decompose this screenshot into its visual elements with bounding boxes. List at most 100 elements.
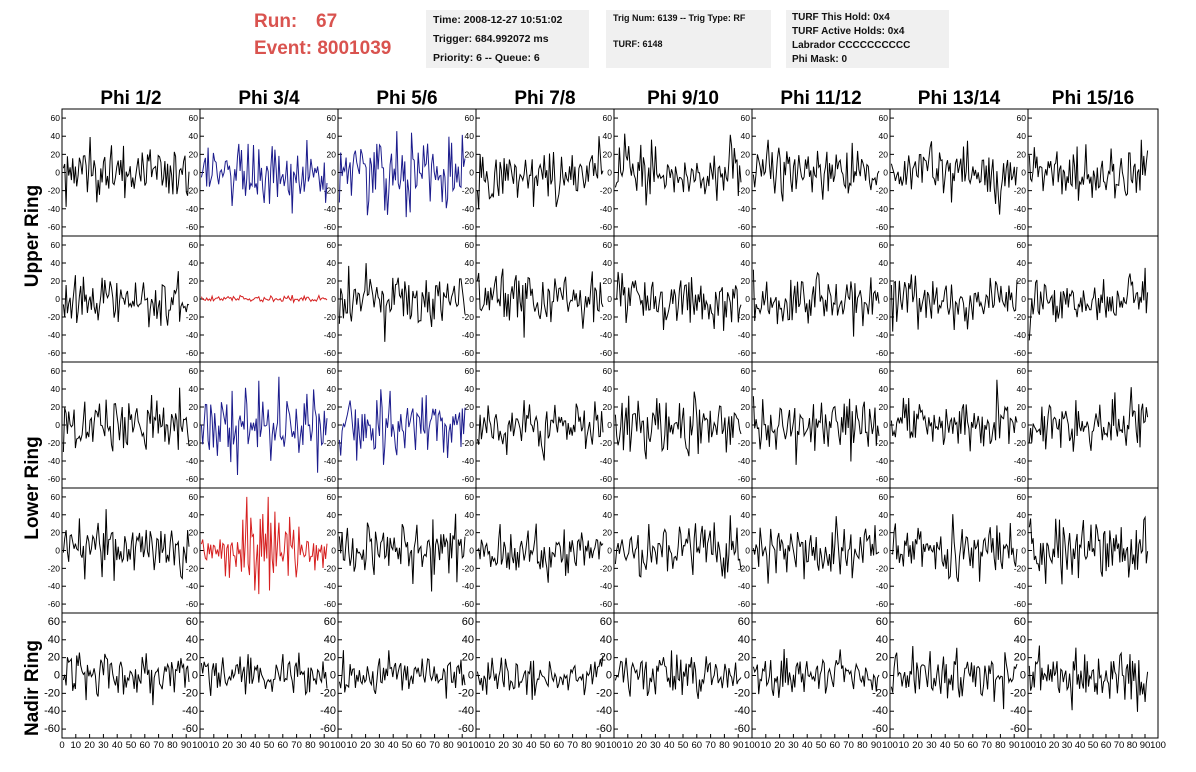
y-tick-label: 20 xyxy=(51,528,61,538)
y-tick-label: 60 xyxy=(741,240,751,250)
x-tick-label: 90 xyxy=(733,740,744,751)
event-row: Event: 8001039 xyxy=(254,35,391,62)
x-tick-label: 20 xyxy=(84,740,95,751)
y-tick-label: -40 xyxy=(876,456,889,466)
x-tick-label: 10 xyxy=(899,740,910,751)
x-tick-label: 20 xyxy=(774,740,785,751)
waveform-trace xyxy=(890,645,1018,710)
turf-active-line: TURF Active Holds: 0x4 xyxy=(792,26,905,37)
y-tick-label: 40 xyxy=(189,384,199,394)
y-tick-label: 20 xyxy=(189,402,199,412)
y-tick-label: 40 xyxy=(741,510,751,520)
waveform-trace xyxy=(62,652,190,706)
y-tick-label: 40 xyxy=(738,634,750,646)
y-tick-label: -40 xyxy=(876,204,889,214)
panel-frame xyxy=(751,612,891,739)
y-tick-label: -60 xyxy=(458,723,474,735)
y-tick-label: 0 xyxy=(744,670,750,682)
y-tick-label: 20 xyxy=(1017,149,1027,159)
y-tick-label: -40 xyxy=(44,705,60,717)
turf-line: TURF: 6148 xyxy=(613,39,663,49)
y-tick-label: -20 xyxy=(600,563,613,573)
y-tick-label: 0 xyxy=(1020,670,1026,682)
y-tick-label: -60 xyxy=(324,474,337,484)
run-event-info: Run: 67 Event: 8001039 xyxy=(254,8,391,62)
y-tick-label: 40 xyxy=(51,258,61,268)
y-tick-label: -40 xyxy=(48,204,61,214)
x-tick-label: 20 xyxy=(636,740,647,751)
y-tick-label: 60 xyxy=(51,240,61,250)
y-tick-label: 0 xyxy=(192,670,198,682)
y-tick-label: 0 xyxy=(193,546,198,556)
y-tick-label: -60 xyxy=(186,599,199,609)
waveform-trace xyxy=(752,516,880,584)
y-tick-label: 40 xyxy=(51,384,61,394)
y-tick-label: 40 xyxy=(327,258,337,268)
y-tick-label: -60 xyxy=(876,474,889,484)
y-tick-label: -60 xyxy=(324,348,337,358)
waveform-trace xyxy=(614,515,742,579)
y-tick-label: 20 xyxy=(51,276,61,286)
y-tick-label: 60 xyxy=(465,240,475,250)
waveform-trace xyxy=(62,136,190,207)
waveform-trace xyxy=(752,648,880,698)
event-label: Event: xyxy=(254,38,313,59)
y-tick-label: -40 xyxy=(1014,456,1027,466)
waveform-trace xyxy=(615,271,742,331)
y-tick-label: 0 xyxy=(1021,168,1026,178)
x-tick-label: 40 xyxy=(388,740,399,751)
column-header: Phi 11/12 xyxy=(780,88,861,109)
y-tick-label: -40 xyxy=(186,581,199,591)
y-tick-label: 20 xyxy=(741,402,751,412)
x-tick-label: 70 xyxy=(705,740,716,751)
y-tick-label: -60 xyxy=(734,723,750,735)
x-tick-label: 30 xyxy=(788,740,799,751)
x-tick-label: 80 xyxy=(443,740,454,751)
y-tick-label: 40 xyxy=(879,510,889,520)
y-tick-label: 20 xyxy=(465,528,475,538)
y-tick-label: 20 xyxy=(48,652,60,664)
y-tick-label: 60 xyxy=(465,366,475,376)
x-tick-label: 40 xyxy=(112,740,123,751)
x-tick-label: 30 xyxy=(1062,740,1073,751)
y-tick-label: 40 xyxy=(879,384,889,394)
y-tick-label: 0 xyxy=(607,168,612,178)
y-tick-label: 40 xyxy=(327,384,337,394)
y-tick-label: -20 xyxy=(186,312,199,322)
x-tick-label: 60 xyxy=(140,740,151,751)
y-tick-label: 60 xyxy=(327,113,337,123)
waveform-trace xyxy=(476,136,604,209)
y-tick-label: -60 xyxy=(876,348,889,358)
x-tick-label: 100 xyxy=(1150,740,1166,751)
y-tick-label: 0 xyxy=(745,168,750,178)
y-tick-label: -40 xyxy=(462,581,475,591)
x-tick-label: 50 xyxy=(678,740,689,751)
x-tick-label: 80 xyxy=(305,740,316,751)
x-tick-label: 70 xyxy=(567,740,578,751)
waveform-trace xyxy=(338,389,466,465)
waveform-trace xyxy=(890,379,1018,452)
y-tick-label: 20 xyxy=(603,402,613,412)
y-tick-label: 40 xyxy=(603,384,613,394)
y-tick-label: 0 xyxy=(883,546,888,556)
y-tick-label: 0 xyxy=(193,294,198,304)
y-tick-label: -40 xyxy=(324,330,337,340)
x-tick-label: 50 xyxy=(540,740,551,751)
column-header: Phi 5/6 xyxy=(376,88,437,109)
y-tick-label: -60 xyxy=(462,474,475,484)
panel-frame xyxy=(889,235,1029,363)
x-tick-label: 50 xyxy=(402,740,413,751)
panel-frame xyxy=(613,108,753,237)
y-tick-label: 40 xyxy=(327,510,337,520)
row-label: Upper Ring xyxy=(22,185,43,287)
y-tick-label: -60 xyxy=(44,723,60,735)
x-tick-label: 60 xyxy=(692,740,703,751)
y-tick-label: 20 xyxy=(186,652,198,664)
y-tick-label: -60 xyxy=(48,348,61,358)
y-tick-label: 60 xyxy=(879,240,889,250)
y-tick-label: -20 xyxy=(1014,438,1027,448)
waveform-trace xyxy=(477,523,604,583)
waveform-trace xyxy=(614,391,742,460)
y-tick-label: 20 xyxy=(327,402,337,412)
x-tick-label: 100 xyxy=(1020,740,1036,751)
